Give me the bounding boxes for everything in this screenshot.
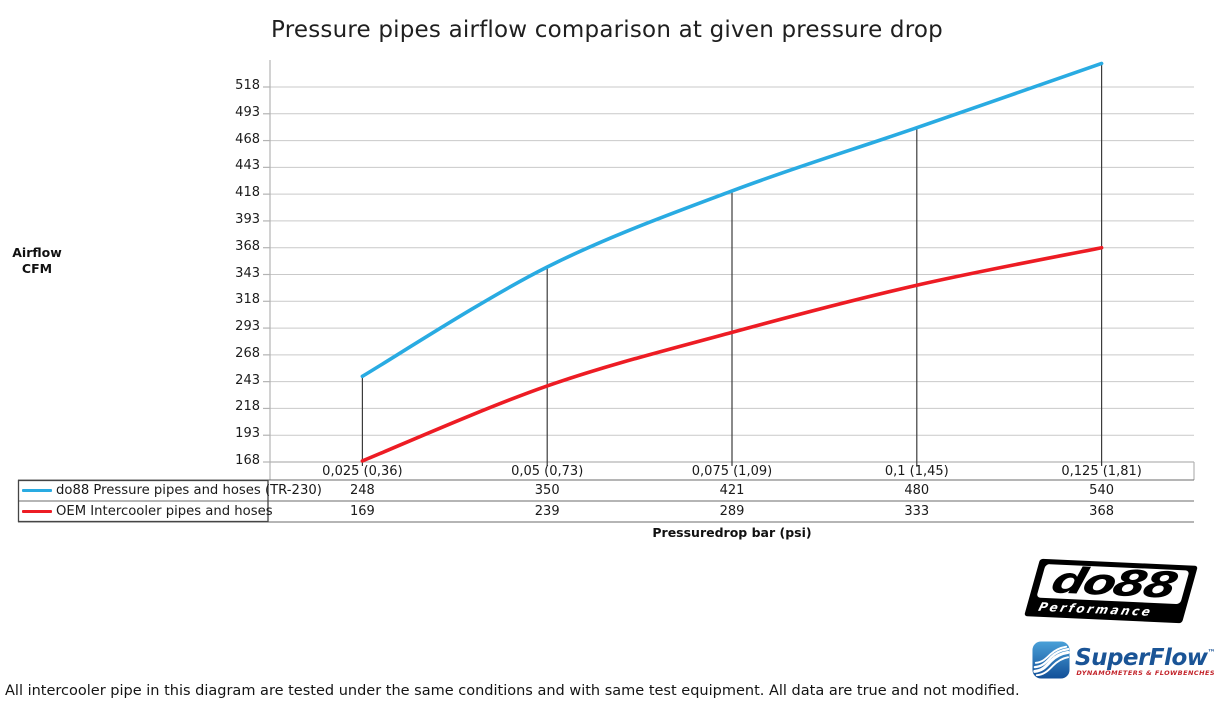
oem-series-label: OEM Intercooler pipes and hoses (56, 504, 273, 519)
oem-series-swatch (22, 509, 52, 514)
do88-value: 421 (719, 483, 745, 498)
y-tick-label: 418 (235, 185, 260, 201)
x-category: 0,125 (1,81) (1061, 464, 1142, 479)
y-tick-label: 318 (235, 292, 260, 308)
y-tick-label: 393 (235, 211, 260, 227)
y-tick-label: 218 (235, 399, 260, 415)
x-category: 0,05 (0,73) (511, 464, 584, 479)
y-axis-title: Airflow CFM (8, 245, 66, 277)
oem-value: 239 (534, 504, 560, 519)
y-tick-label: 343 (235, 265, 260, 281)
do88-logo-wordmark: do88 (1046, 560, 1180, 607)
superflow-logo: SuperFlow™ DYNAMOMETERS & FLOWBENCHES (1032, 641, 1214, 679)
footnote-text: All intercooler pipe in this diagram are… (5, 683, 1020, 699)
y-tick-label: 243 (235, 372, 260, 388)
oem-values-row: 169 239 289 333 368 (270, 501, 1194, 522)
x-category: 0,025 (0,36) (322, 464, 403, 479)
y-tick-label: 493 (235, 104, 260, 120)
y-axis-title-line2: CFM (21, 261, 53, 276)
x-axis-title: Pressuredrop bar (psi) (652, 525, 812, 540)
do88-value: 248 (349, 483, 375, 498)
superflow-wave-icon (1032, 641, 1070, 679)
chart-title: Pressure pipes airflow comparison at giv… (271, 17, 943, 43)
do88-value: 480 (904, 483, 930, 498)
y-tick-label: 268 (235, 345, 260, 361)
oem-value: 368 (1089, 504, 1114, 519)
do88-value: 350 (534, 483, 560, 498)
do88-logo: do88 Performance (1024, 558, 1198, 624)
x-category: 0,075 (1,09) (691, 464, 773, 479)
oem-value: 289 (719, 504, 745, 519)
y-tick-label: 443 (235, 158, 260, 174)
y-tick-label: 168 (235, 453, 260, 468)
trademark-symbol: ™ (1208, 648, 1214, 657)
superflow-tagline: DYNAMOMETERS & FLOWBENCHES (1076, 669, 1214, 677)
x-axis-category-row: 0,025 (0,36) 0,05 (0,73) 0,075 (1,09) 0,… (270, 462, 1194, 480)
legend-box-border (17, 479, 269, 523)
do88-series-swatch (22, 488, 52, 493)
oem-value: 169 (349, 504, 375, 519)
do88-value: 540 (1089, 483, 1114, 498)
y-axis-title-line1: Airflow (12, 245, 62, 260)
y-tick-label: 193 (235, 426, 260, 442)
y-tick-label: 293 (235, 319, 260, 335)
do88-series-label: do88 Pressure pipes and hoses (TR-230) (56, 483, 322, 498)
x-category: 0,1 (1,45) (884, 464, 949, 479)
series-line-do88 (360, 61, 1104, 379)
superflow-wordmark: SuperFlow™ (1075, 641, 1214, 670)
oem-value: 333 (904, 504, 930, 519)
do88-logo-panel: do88 (1036, 560, 1190, 607)
y-tick-label: 518 (235, 78, 260, 93)
legend-row-oem: OEM Intercooler pipes and hoses (18, 501, 273, 522)
superflow-text-block: SuperFlow™ DYNAMOMETERS & FLOWBENCHES (1075, 641, 1214, 677)
y-tick-label: 368 (235, 238, 260, 254)
y-tick-label: 468 (235, 131, 260, 147)
do88-values-row: 248 350 421 480 540 (270, 480, 1194, 501)
series-line-oem (360, 245, 1104, 463)
legend-row-do88: do88 Pressure pipes and hoses (TR-230) (18, 480, 322, 501)
